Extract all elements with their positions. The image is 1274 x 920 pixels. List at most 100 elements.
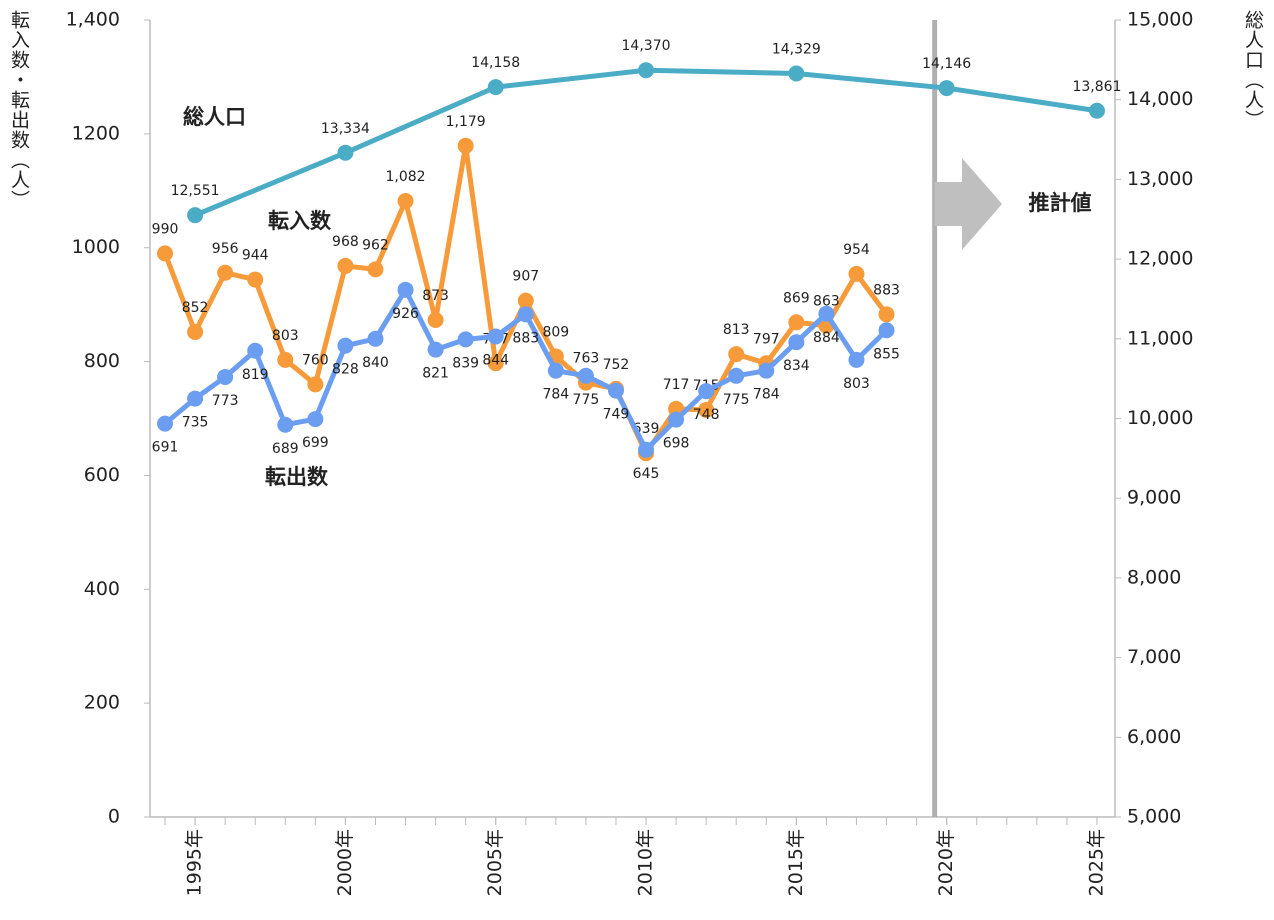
y2-tick-label: 7,000	[1127, 646, 1181, 668]
data-label: 698	[663, 436, 690, 452]
data-label: 699	[302, 435, 329, 451]
data-label: 883	[512, 330, 539, 346]
data-point	[698, 383, 715, 400]
data-label: 803	[272, 328, 299, 344]
data-label: 956	[212, 241, 239, 257]
data-label: 748	[693, 407, 720, 423]
data-point	[728, 346, 745, 363]
data-label: 735	[182, 415, 209, 431]
data-point	[277, 351, 294, 368]
data-point	[367, 330, 384, 347]
data-point	[878, 322, 895, 339]
data-point	[818, 305, 835, 322]
data-point	[788, 65, 805, 82]
data-label: 926	[392, 306, 419, 322]
data-label: 775	[573, 392, 600, 408]
data-point	[307, 411, 324, 428]
data-label: 884	[813, 330, 840, 346]
data-label: 855	[873, 346, 900, 362]
data-point	[187, 207, 204, 224]
data-point	[758, 362, 775, 379]
data-label: 14,158	[471, 55, 520, 71]
data-label: 907	[512, 269, 539, 285]
data-label: 863	[813, 294, 840, 310]
data-label: 840	[362, 355, 389, 371]
data-point	[337, 337, 354, 354]
data-point	[157, 245, 174, 262]
data-point	[217, 368, 234, 385]
y-axis-title: 転入数・転出数（人）	[8, 10, 30, 210]
x-tick-label: 2025年	[1085, 829, 1107, 896]
y-tick-label: 0	[108, 806, 120, 828]
x-tick-label: 2020年	[935, 829, 957, 896]
y-tick-label: 1200	[72, 122, 120, 144]
data-label: 689	[272, 441, 299, 457]
y2-tick-label: 6,000	[1127, 726, 1181, 748]
data-point	[397, 193, 414, 210]
data-label: 834	[783, 358, 810, 374]
data-point	[848, 351, 865, 368]
data-label: 13,861	[1072, 79, 1121, 95]
data-point	[788, 334, 805, 351]
data-label: 717	[663, 377, 690, 393]
data-point	[788, 314, 805, 331]
data-label: 809	[542, 324, 569, 340]
data-label: 828	[332, 362, 359, 378]
data-label: 944	[242, 248, 269, 264]
series-label: 転出数	[265, 465, 329, 489]
data-point	[397, 281, 414, 298]
data-point	[157, 415, 174, 432]
data-label: 954	[843, 242, 870, 258]
data-label: 1,082	[385, 169, 425, 185]
series-label: 総人口	[183, 105, 246, 129]
data-label: 819	[242, 367, 269, 383]
data-label: 784	[542, 387, 569, 403]
y2-tick-label: 8,000	[1127, 566, 1181, 588]
y2-tick-label: 12,000	[1127, 248, 1193, 270]
data-label: 1,179	[446, 114, 486, 130]
x-tick-label: 2010年	[635, 829, 657, 896]
data-label: 14,370	[622, 38, 671, 54]
data-label: 962	[362, 237, 389, 253]
data-label: 773	[212, 393, 239, 409]
data-point	[607, 382, 624, 399]
data-point	[217, 264, 234, 281]
data-point	[638, 62, 655, 79]
y2-tick-label: 15,000	[1127, 9, 1193, 31]
data-label: 821	[422, 366, 449, 382]
data-label: 14,329	[772, 41, 821, 57]
x-tick-label: 2000年	[334, 829, 356, 896]
data-point	[247, 271, 264, 288]
data-point	[668, 411, 685, 428]
data-label: 873	[422, 288, 449, 304]
data-label: 645	[633, 466, 660, 482]
y-tick-label: 600	[84, 464, 120, 486]
data-point	[878, 306, 895, 323]
y2-tick-label: 10,000	[1127, 407, 1193, 429]
data-point	[247, 342, 264, 359]
data-point	[337, 257, 354, 274]
data-label: 749	[603, 407, 630, 423]
data-point	[427, 312, 444, 329]
data-label: 13,334	[321, 121, 370, 137]
y-tick-label: 400	[84, 578, 120, 600]
data-point	[698, 401, 715, 418]
x-tick-label: 2015年	[785, 829, 807, 896]
data-label: 12,551	[171, 183, 220, 199]
data-point	[1088, 102, 1105, 119]
series-label: 転入数	[268, 209, 332, 233]
y-tick-label: 800	[84, 350, 120, 372]
data-point	[547, 362, 564, 379]
data-point	[487, 355, 504, 372]
data-point	[277, 416, 294, 433]
data-point	[337, 144, 354, 161]
data-label: 813	[723, 322, 750, 338]
x-tick-label: 2005年	[484, 829, 506, 896]
x-tick-label: 1995年	[184, 829, 206, 896]
data-point	[427, 341, 444, 358]
data-point	[938, 80, 955, 97]
data-point	[457, 137, 474, 154]
y-tick-label: 200	[84, 692, 120, 714]
data-label: 990	[152, 221, 179, 237]
